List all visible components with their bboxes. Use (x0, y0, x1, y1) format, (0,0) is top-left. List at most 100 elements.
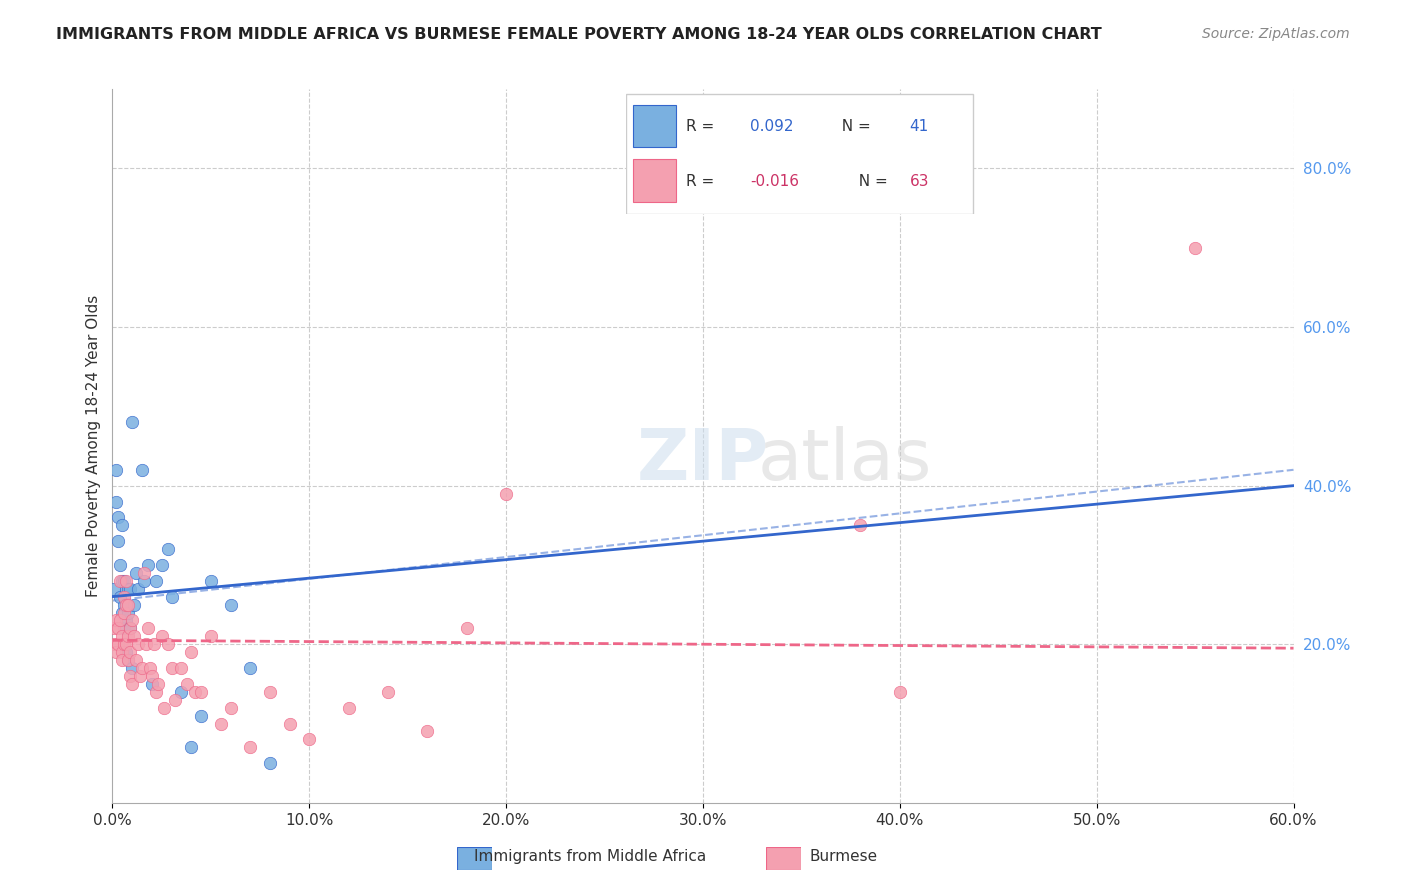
Point (115, 582, 138, 596)
Point (110, 614, 132, 628)
Point (136, 558, 159, 572)
Text: atlas: atlas (758, 425, 932, 495)
Point (259, 756, 281, 771)
Point (156, 542, 179, 557)
Point (115, 598, 138, 612)
Point (239, 661, 262, 675)
Point (103, 621, 125, 635)
Point (110, 590, 132, 604)
Point (127, 582, 149, 596)
Point (190, 708, 212, 723)
Point (107, 510, 129, 524)
Point (127, 637, 149, 651)
Point (209, 716, 232, 731)
Point (103, 637, 125, 651)
Point (176, 677, 198, 691)
Point (107, 534, 129, 549)
Point (180, 740, 202, 755)
Point (105, 645, 128, 659)
Point (125, 566, 148, 580)
Point (141, 669, 163, 683)
Point (152, 700, 174, 714)
Point (200, 629, 222, 643)
Point (132, 574, 155, 588)
Point (120, 621, 142, 635)
Point (129, 669, 152, 683)
Point (180, 645, 202, 659)
Point (121, 661, 143, 675)
Point (120, 645, 142, 659)
Point (145, 685, 167, 699)
Point (150, 558, 173, 572)
Point (115, 645, 138, 659)
Point (115, 637, 138, 651)
Point (122, 629, 145, 643)
Point (112, 621, 135, 635)
Point (190, 685, 212, 699)
Point (259, 685, 281, 699)
Point (110, 558, 132, 572)
Point (107, 621, 129, 635)
Point (278, 716, 301, 731)
Point (219, 598, 242, 612)
Point (377, 685, 399, 699)
Point (111, 574, 134, 588)
Point (141, 677, 163, 691)
Point (111, 629, 134, 643)
Point (239, 740, 262, 755)
Point (105, 494, 128, 508)
Point (165, 692, 187, 706)
Point (200, 574, 222, 588)
Y-axis label: Female Poverty Among 18-24 Year Olds: Female Poverty Among 18-24 Year Olds (86, 295, 101, 597)
Point (132, 566, 155, 580)
Point (111, 606, 134, 620)
Point (184, 685, 207, 699)
Point (121, 614, 143, 628)
Point (115, 614, 138, 628)
Point (110, 574, 132, 588)
Point (131, 463, 153, 477)
Text: Burmese: Burmese (810, 849, 877, 863)
Point (117, 653, 139, 667)
Point (111, 518, 134, 533)
Point (105, 614, 128, 628)
Point (112, 598, 135, 612)
Point (160, 590, 183, 604)
Point (337, 700, 360, 714)
Point (117, 653, 139, 667)
FancyBboxPatch shape (766, 847, 801, 870)
Point (160, 661, 183, 675)
Point (112, 637, 135, 651)
Point (156, 637, 179, 651)
Point (170, 685, 193, 699)
Point (120, 582, 142, 596)
Point (117, 582, 139, 596)
Point (120, 621, 142, 635)
Text: IMMIGRANTS FROM MIDDLE AFRICA VS BURMESE FEMALE POVERTY AMONG 18-24 YEAR OLDS CO: IMMIGRANTS FROM MIDDLE AFRICA VS BURMESE… (56, 27, 1102, 42)
Point (139, 661, 162, 675)
Point (416, 724, 439, 739)
Point (111, 653, 134, 667)
Point (170, 661, 193, 675)
Point (131, 661, 153, 675)
FancyBboxPatch shape (457, 847, 492, 870)
Point (146, 677, 169, 691)
Point (112, 606, 135, 620)
Point (889, 685, 911, 699)
Point (117, 606, 139, 620)
Point (120, 669, 142, 683)
Point (107, 637, 129, 651)
Point (115, 574, 138, 588)
Point (1184, 241, 1206, 255)
Point (103, 582, 125, 596)
Point (112, 574, 135, 588)
Point (105, 463, 128, 477)
Point (135, 637, 157, 651)
Point (150, 629, 173, 643)
Point (849, 518, 872, 533)
Point (136, 621, 159, 635)
Point (495, 486, 517, 500)
Point (111, 645, 134, 659)
Point (112, 590, 135, 604)
Point (219, 700, 242, 714)
